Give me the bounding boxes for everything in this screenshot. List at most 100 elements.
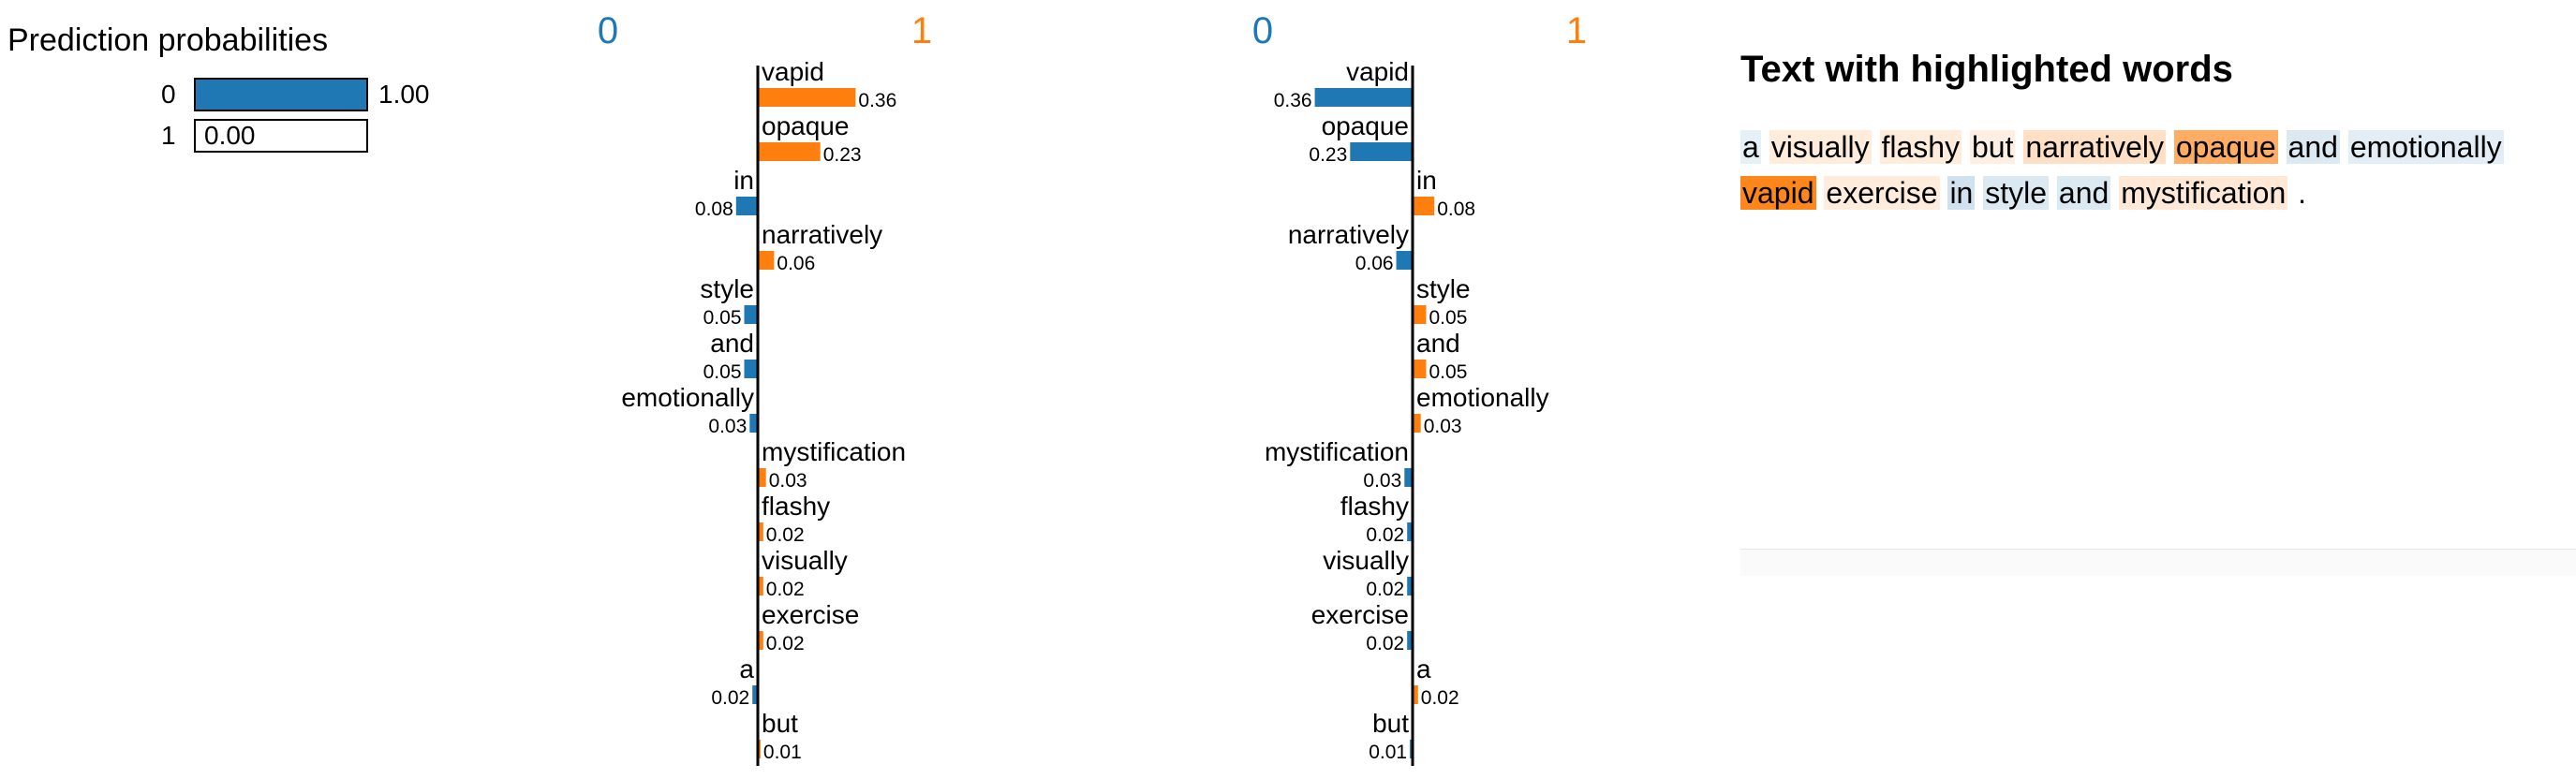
feature-label: opaque <box>1322 111 1409 140</box>
feature-bar <box>758 251 775 270</box>
highlighted-word: opaque <box>2173 130 2278 164</box>
feature-label: and <box>1416 329 1460 358</box>
feature-label: but <box>1372 709 1409 738</box>
feature-value-label: 0.03 <box>708 416 747 437</box>
highlighted-word: visually <box>1769 130 1872 164</box>
feature-bar <box>758 522 763 541</box>
feature-weights-chart-class-1: 0 1 vapid 0.36 opaque 0.23 in0.08 narratively 0.… <box>598 10 932 766</box>
feature-value-label: 0.05 <box>1429 307 1468 329</box>
feature-label: visually <box>762 546 848 575</box>
feature-label: vapid <box>1346 57 1409 86</box>
feature-bar <box>758 142 821 161</box>
highlighted-word: mystification <box>2119 176 2288 210</box>
feature-label: and <box>710 329 754 358</box>
feature-label: narratively <box>1288 220 1409 249</box>
feature-bar <box>744 360 758 378</box>
feature-value-label: 0.02 <box>1421 687 1459 709</box>
feature-label: mystification <box>762 437 906 466</box>
prediction-class-label: 1 <box>161 121 176 150</box>
feature-value-label: 0.23 <box>823 144 862 166</box>
panel-divider <box>1740 549 2576 576</box>
feature-value-label: 0.03 <box>769 470 807 492</box>
feature-value-label: 0.02 <box>711 687 749 709</box>
feature-value-label: 0.08 <box>695 198 733 220</box>
feature-bar <box>758 468 766 487</box>
feature-value-label: 0.23 <box>1309 144 1347 166</box>
feature-label: style <box>700 274 754 303</box>
highlighted-text-title: Text with highlighted words <box>1740 49 2233 90</box>
prediction-probabilities-panel: Prediction probabilities 0 1.00 1 0.00 <box>7 22 430 153</box>
feature-label: style <box>1416 274 1471 303</box>
prediction-value-label: 0.00 <box>204 121 256 150</box>
prediction-bar-frame <box>194 119 368 153</box>
feature-label: emotionally <box>621 383 754 412</box>
feature-bar <box>1413 414 1421 433</box>
feature-value-label: 0.03 <box>1424 416 1462 437</box>
feature-label: but <box>762 709 798 738</box>
feature-bar <box>1413 305 1427 324</box>
feature-label: emotionally <box>1416 383 1549 412</box>
feature-value-label: 0.02 <box>766 633 805 654</box>
highlighted-word: style <box>1983 176 2050 210</box>
feature-label: a <box>1416 654 1431 683</box>
prediction-probabilities-title: Prediction probabilities <box>7 22 328 58</box>
feature-bar <box>1413 685 1418 704</box>
feature-value-label: 0.05 <box>703 361 742 383</box>
feature-label: exercise <box>762 600 859 629</box>
highlighted-word: narratively <box>2023 130 2166 164</box>
feature-value-label: 0.02 <box>1366 633 1404 654</box>
feature-value-label: 0.01 <box>763 742 802 763</box>
feature-bar <box>1404 468 1413 487</box>
highlighted-text-body: a visually flashy but narratively opaque… <box>1740 125 2576 216</box>
highlighted-word: and <box>2056 176 2111 210</box>
feature-value-label: 0.05 <box>703 307 742 329</box>
feature-value-label: 0.02 <box>766 579 805 600</box>
feature-bar <box>758 88 856 107</box>
highlighted-word: exercise <box>1824 176 1940 210</box>
feature-value-label: 0.08 <box>1437 198 1475 220</box>
feature-bar <box>1314 88 1413 107</box>
feature-bar <box>1413 197 1435 215</box>
highlighted-word: . <box>2298 176 2307 210</box>
feature-value-label: 0.01 <box>1369 742 1407 763</box>
feature-bar <box>758 577 763 595</box>
feature-bar <box>1407 577 1413 595</box>
highlighted-word: flashy <box>1879 130 1962 164</box>
feature-weights-chart-class-0: 0 1 vapid 0.36 opaque 0.23 in0.08 narratively 0.… <box>1252 10 1587 766</box>
axis-label-class-1: 1 <box>911 10 932 51</box>
feature-bar <box>752 685 758 704</box>
highlighted-text-panel: Text with highlighted words a visually f… <box>1740 49 2576 216</box>
feature-label: flashy <box>762 492 830 521</box>
feature-label: flashy <box>1340 492 1409 521</box>
feature-value-label: 0.06 <box>1355 253 1394 274</box>
feature-label: exercise <box>1311 600 1409 629</box>
highlighted-word: and <box>2286 130 2340 164</box>
feature-value-label: 0.36 <box>858 90 896 111</box>
prediction-rows: 0 1.00 1 0.00 <box>161 78 430 153</box>
feature-bar <box>1407 631 1413 650</box>
feature-label: narratively <box>762 220 882 249</box>
feature-value-label: 0.06 <box>777 253 815 274</box>
feature-value-label: 0.02 <box>1366 579 1404 600</box>
feature-label: opaque <box>762 111 849 140</box>
highlighted-word: emotionally <box>2347 130 2504 164</box>
feature-value-label: 0.05 <box>1429 361 1468 383</box>
feature-value-label: 0.36 <box>1274 90 1312 111</box>
feature-bar <box>1350 142 1413 161</box>
feature-bar <box>1413 360 1427 378</box>
prediction-value-label: 1.00 <box>378 80 430 109</box>
highlighted-word: in <box>1947 176 1976 210</box>
feature-bar <box>735 197 758 215</box>
axis-label-class-0: 0 <box>598 10 618 51</box>
feature-label: a <box>739 654 754 683</box>
feature-value-label: 0.02 <box>766 524 805 546</box>
feature-label: in <box>1416 166 1437 195</box>
highlighted-word: but <box>1969 130 2016 164</box>
feature-value-label: 0.02 <box>1366 524 1404 546</box>
feature-bar <box>744 305 758 324</box>
feature-value-label: 0.03 <box>1363 470 1401 492</box>
feature-bar <box>1407 522 1413 541</box>
feature-bar <box>1396 251 1413 270</box>
feature-bar <box>758 631 763 650</box>
